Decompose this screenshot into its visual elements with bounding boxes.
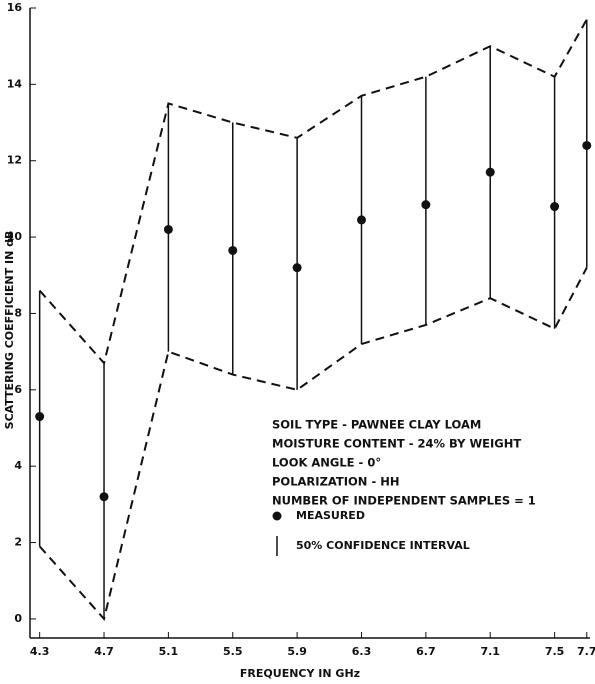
x-tick-label: 7.1 [480, 645, 500, 658]
annotation: LOOK ANGLE - 0° [272, 456, 381, 470]
measured-point [582, 140, 592, 150]
measured-point [550, 202, 560, 212]
y-tick-label: 2 [14, 536, 22, 549]
bound-upper [38, 18, 588, 366]
x-axis-label: FREQUENCY IN GHz [240, 667, 360, 680]
x-tick-label: 5.9 [287, 645, 307, 658]
measured-point [228, 245, 238, 255]
annotation: POLARIZATION - HH [272, 475, 399, 489]
y-tick-label: 16 [7, 1, 23, 14]
measured-point [292, 263, 302, 273]
y-tick-label: 6 [14, 383, 22, 396]
bound-lower [38, 267, 588, 622]
annotation: MOISTURE CONTENT - 24% BY WEIGHT [272, 437, 521, 451]
x-tick-label: 6.3 [352, 645, 372, 658]
annotation: NUMBER OF INDEPENDENT SAMPLES = 1 [272, 494, 536, 508]
annotation: SOIL TYPE - PAWNEE CLAY LOAM [272, 418, 481, 432]
x-tick-label: 4.7 [94, 645, 114, 658]
y-axis-label: SCATTERING COEFFICIENT IN dB [3, 231, 16, 430]
measured-point [421, 200, 431, 210]
measured-point [163, 224, 173, 234]
measured-point [35, 412, 45, 422]
y-tick-label: 0 [14, 612, 22, 625]
y-tick-label: 8 [14, 306, 22, 319]
x-tick-label: 7.5 [545, 645, 565, 658]
x-tick-label: 5.1 [159, 645, 179, 658]
y-tick-label: 12 [7, 154, 22, 167]
x-tick-label: 7.7 [577, 645, 595, 658]
legend-marker [272, 511, 282, 521]
y-tick-label: 14 [7, 77, 23, 90]
x-tick-label: 5.5 [223, 645, 243, 658]
y-tick-label: 10 [7, 230, 23, 243]
measured-point [485, 167, 495, 177]
x-tick-label: 4.3 [30, 645, 50, 658]
measured-point [356, 215, 366, 225]
legend-label: MEASURED [296, 509, 365, 522]
y-tick-label: 4 [14, 459, 22, 472]
legend-label: 50% CONFIDENCE INTERVAL [296, 539, 470, 552]
measured-point [99, 492, 109, 502]
x-tick-label: 6.7 [416, 645, 436, 658]
